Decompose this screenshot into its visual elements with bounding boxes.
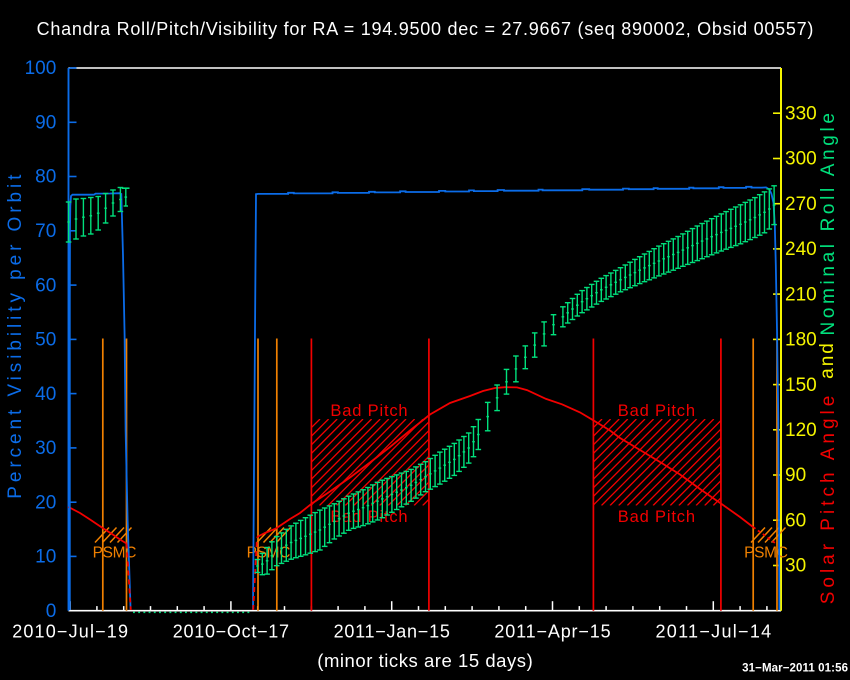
svg-text:120: 120 bbox=[785, 420, 817, 441]
svg-text:Solar Pitch Angle: Solar Pitch Angle bbox=[818, 392, 839, 605]
svg-text:Bad Pitch: Bad Pitch bbox=[330, 402, 408, 420]
svg-text:270: 270 bbox=[785, 194, 817, 215]
svg-text:Bad Pitch: Bad Pitch bbox=[618, 402, 696, 420]
svg-text:PSMC: PSMC bbox=[744, 545, 788, 562]
svg-text:30: 30 bbox=[35, 438, 56, 459]
svg-text:70: 70 bbox=[35, 221, 56, 242]
svg-text:and: and bbox=[817, 341, 838, 379]
svg-text:2011−Jul−14: 2011−Jul−14 bbox=[655, 622, 772, 642]
svg-text:0: 0 bbox=[46, 601, 57, 622]
svg-text:60: 60 bbox=[35, 275, 56, 296]
svg-text:Percent Visibility per Orbit: Percent Visibility per Orbit bbox=[5, 171, 26, 499]
svg-text:2010−Oct−17: 2010−Oct−17 bbox=[173, 622, 290, 642]
svg-text:80: 80 bbox=[35, 167, 56, 188]
svg-text:180: 180 bbox=[785, 330, 817, 351]
svg-text:10: 10 bbox=[35, 547, 56, 568]
svg-text:20: 20 bbox=[35, 492, 56, 513]
svg-text:2011−Jan−15: 2011−Jan−15 bbox=[334, 622, 451, 642]
svg-text:60: 60 bbox=[785, 510, 806, 531]
svg-text:Chandra Roll/Pitch/Visibility: Chandra Roll/Pitch/Visibility for RA = 1… bbox=[37, 19, 815, 39]
svg-text:150: 150 bbox=[785, 375, 817, 396]
svg-text:90: 90 bbox=[785, 465, 806, 486]
svg-text:2010−Jul−19: 2010−Jul−19 bbox=[12, 622, 129, 642]
svg-text:31−Mar−2011 01:56: 31−Mar−2011 01:56 bbox=[742, 663, 848, 675]
svg-text:90: 90 bbox=[35, 112, 56, 133]
svg-text:330: 330 bbox=[785, 103, 817, 124]
svg-text:50: 50 bbox=[35, 330, 56, 351]
svg-text:(minor ticks are 15 days): (minor ticks are 15 days) bbox=[317, 650, 533, 671]
svg-text:2011−Apr−15: 2011−Apr−15 bbox=[494, 622, 611, 642]
svg-text:PSMC: PSMC bbox=[93, 545, 137, 562]
svg-text:300: 300 bbox=[785, 149, 817, 170]
svg-text:Bad Pitch: Bad Pitch bbox=[618, 508, 696, 526]
svg-text:40: 40 bbox=[35, 384, 56, 405]
svg-text:30: 30 bbox=[785, 556, 806, 577]
svg-text:100: 100 bbox=[25, 58, 57, 79]
svg-text:PSMC: PSMC bbox=[247, 545, 291, 562]
svg-text:Nominal Roll Angle: Nominal Roll Angle bbox=[818, 109, 839, 335]
svg-text:210: 210 bbox=[785, 284, 817, 305]
svg-text:240: 240 bbox=[785, 239, 817, 260]
